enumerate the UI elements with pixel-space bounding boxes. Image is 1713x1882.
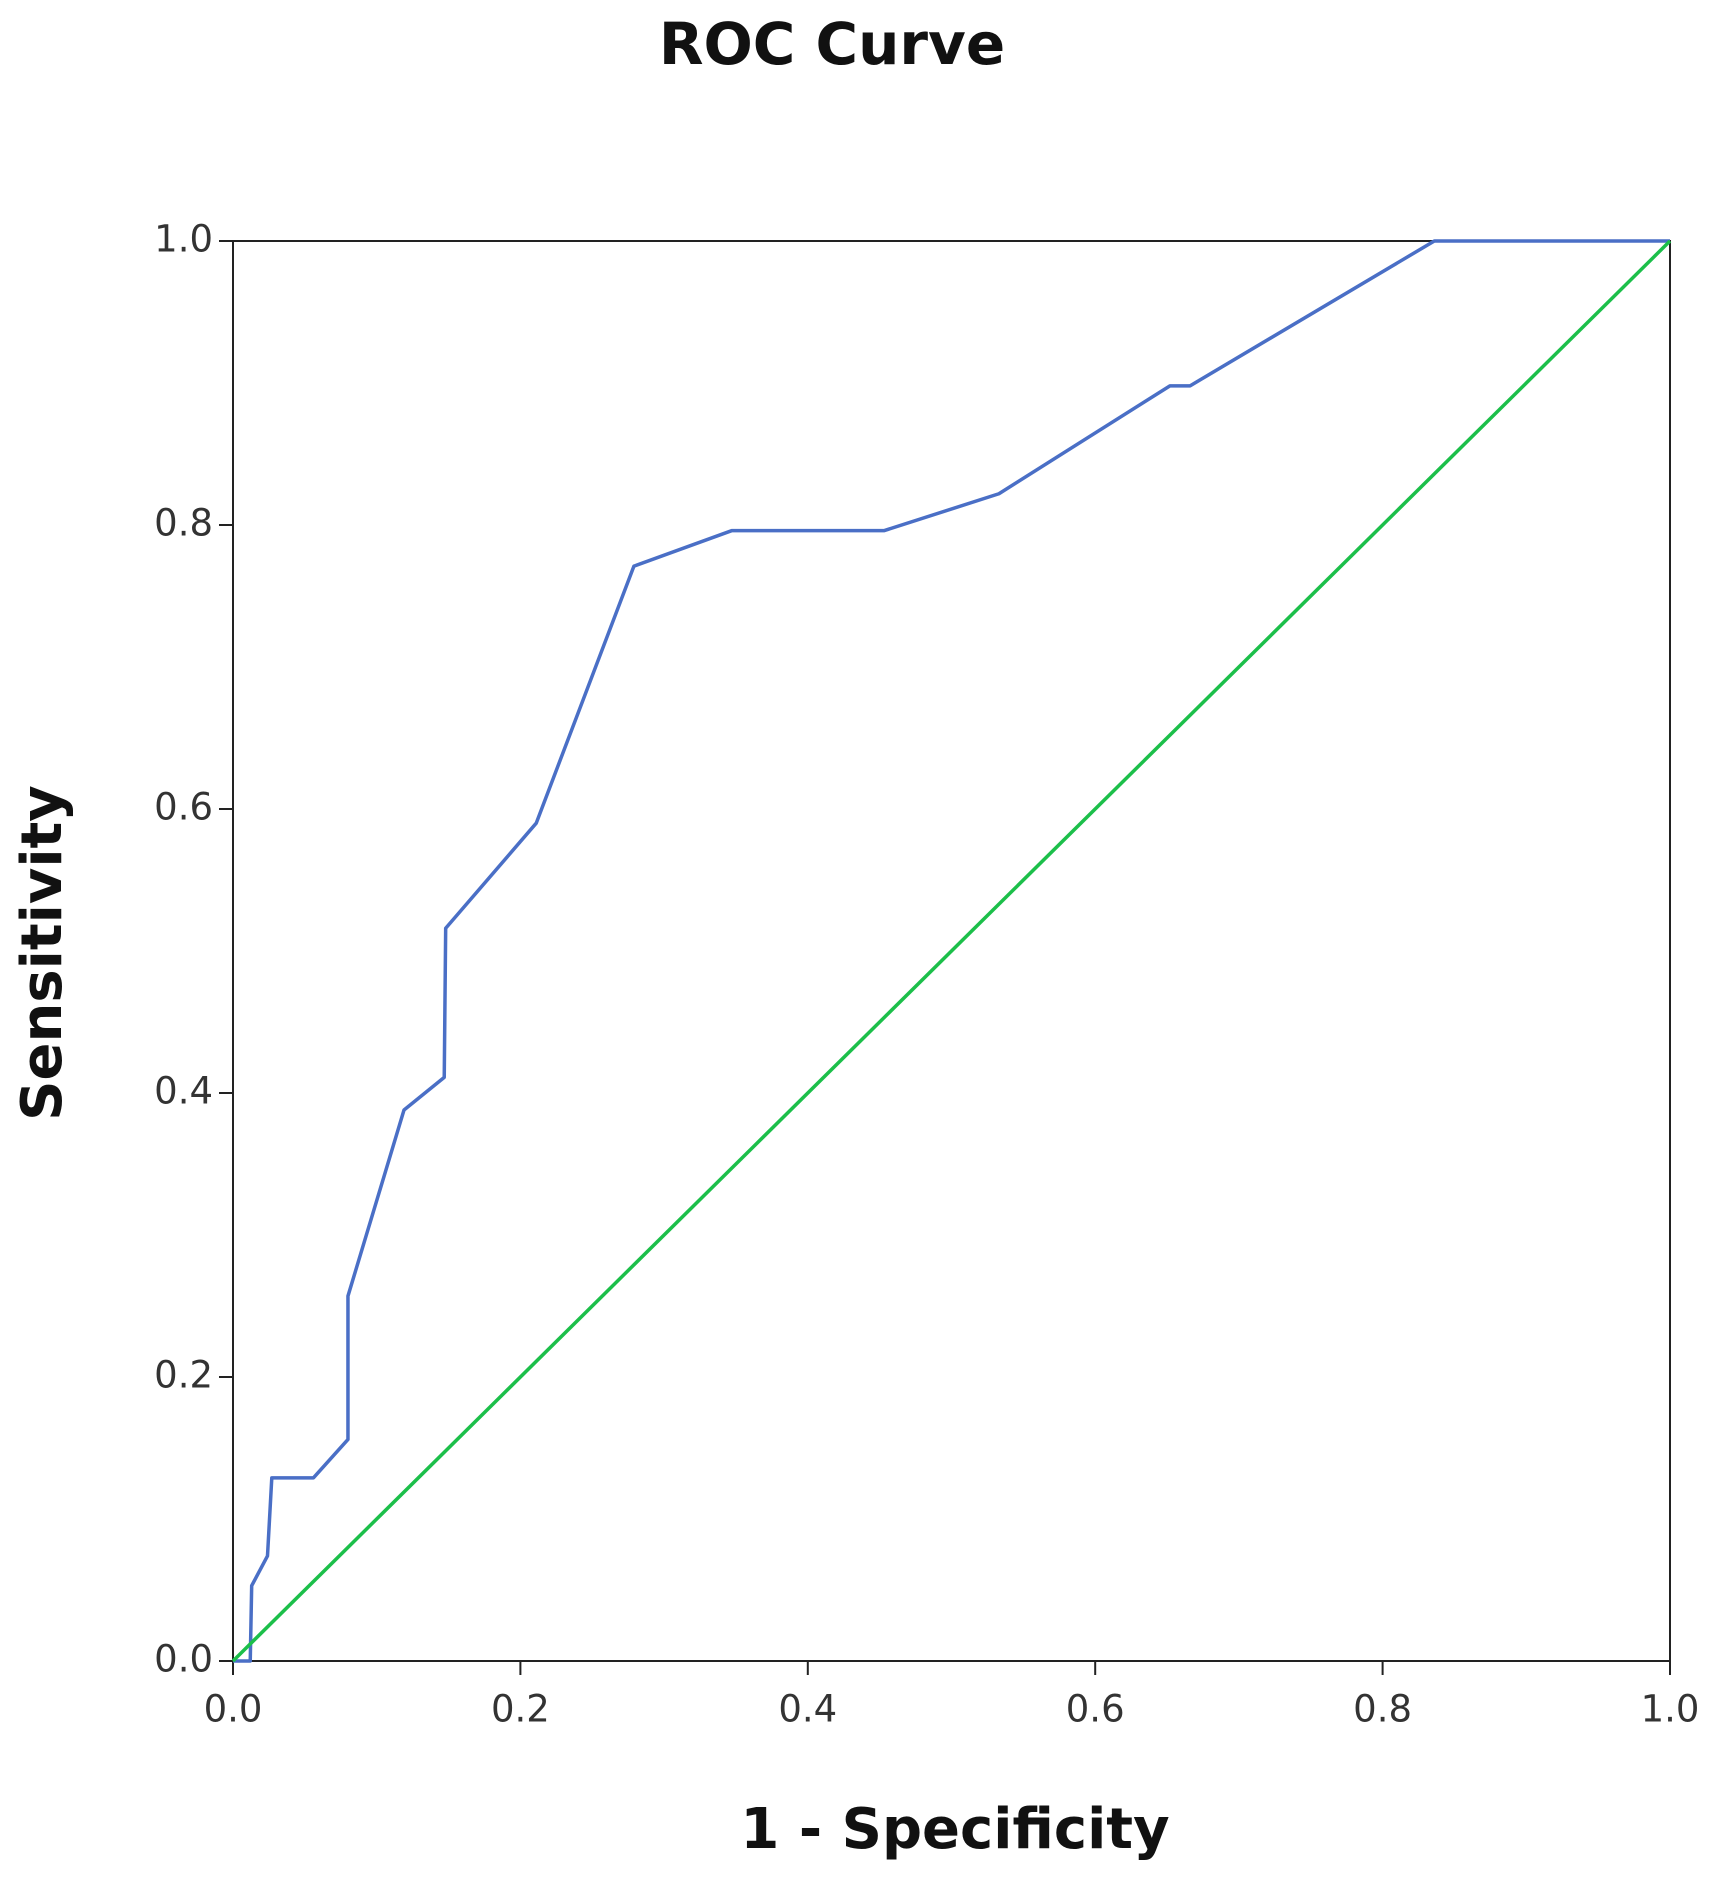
x-tick-label: 1.0 <box>1641 1688 1700 1731</box>
line <box>231 239 1672 1663</box>
y-axis-label: Sensitivity <box>10 785 75 1121</box>
y-tick-label: 0.4 <box>154 1070 213 1113</box>
x-tick-label: 0.0 <box>204 1688 263 1731</box>
line <box>233 239 1670 1663</box>
y-tick-label: 0.2 <box>154 1354 213 1397</box>
y-tick-label: 0.8 <box>154 502 213 545</box>
plot-frame <box>232 240 1671 1662</box>
x-axis-label: 1 - Specificity <box>740 1797 1169 1862</box>
x-tick-label: 0.8 <box>1353 1688 1412 1731</box>
y-tick-label: 0.0 <box>154 1638 213 1681</box>
x-tick-label: 0.2 <box>491 1688 550 1731</box>
y-tick-label: 0.6 <box>154 786 213 829</box>
y-tick-label: 1.0 <box>154 218 213 261</box>
x-tick-label: 0.6 <box>1066 1688 1125 1731</box>
x-tick-label: 0.4 <box>778 1688 837 1731</box>
chart-title: ROC Curve <box>659 10 1005 78</box>
